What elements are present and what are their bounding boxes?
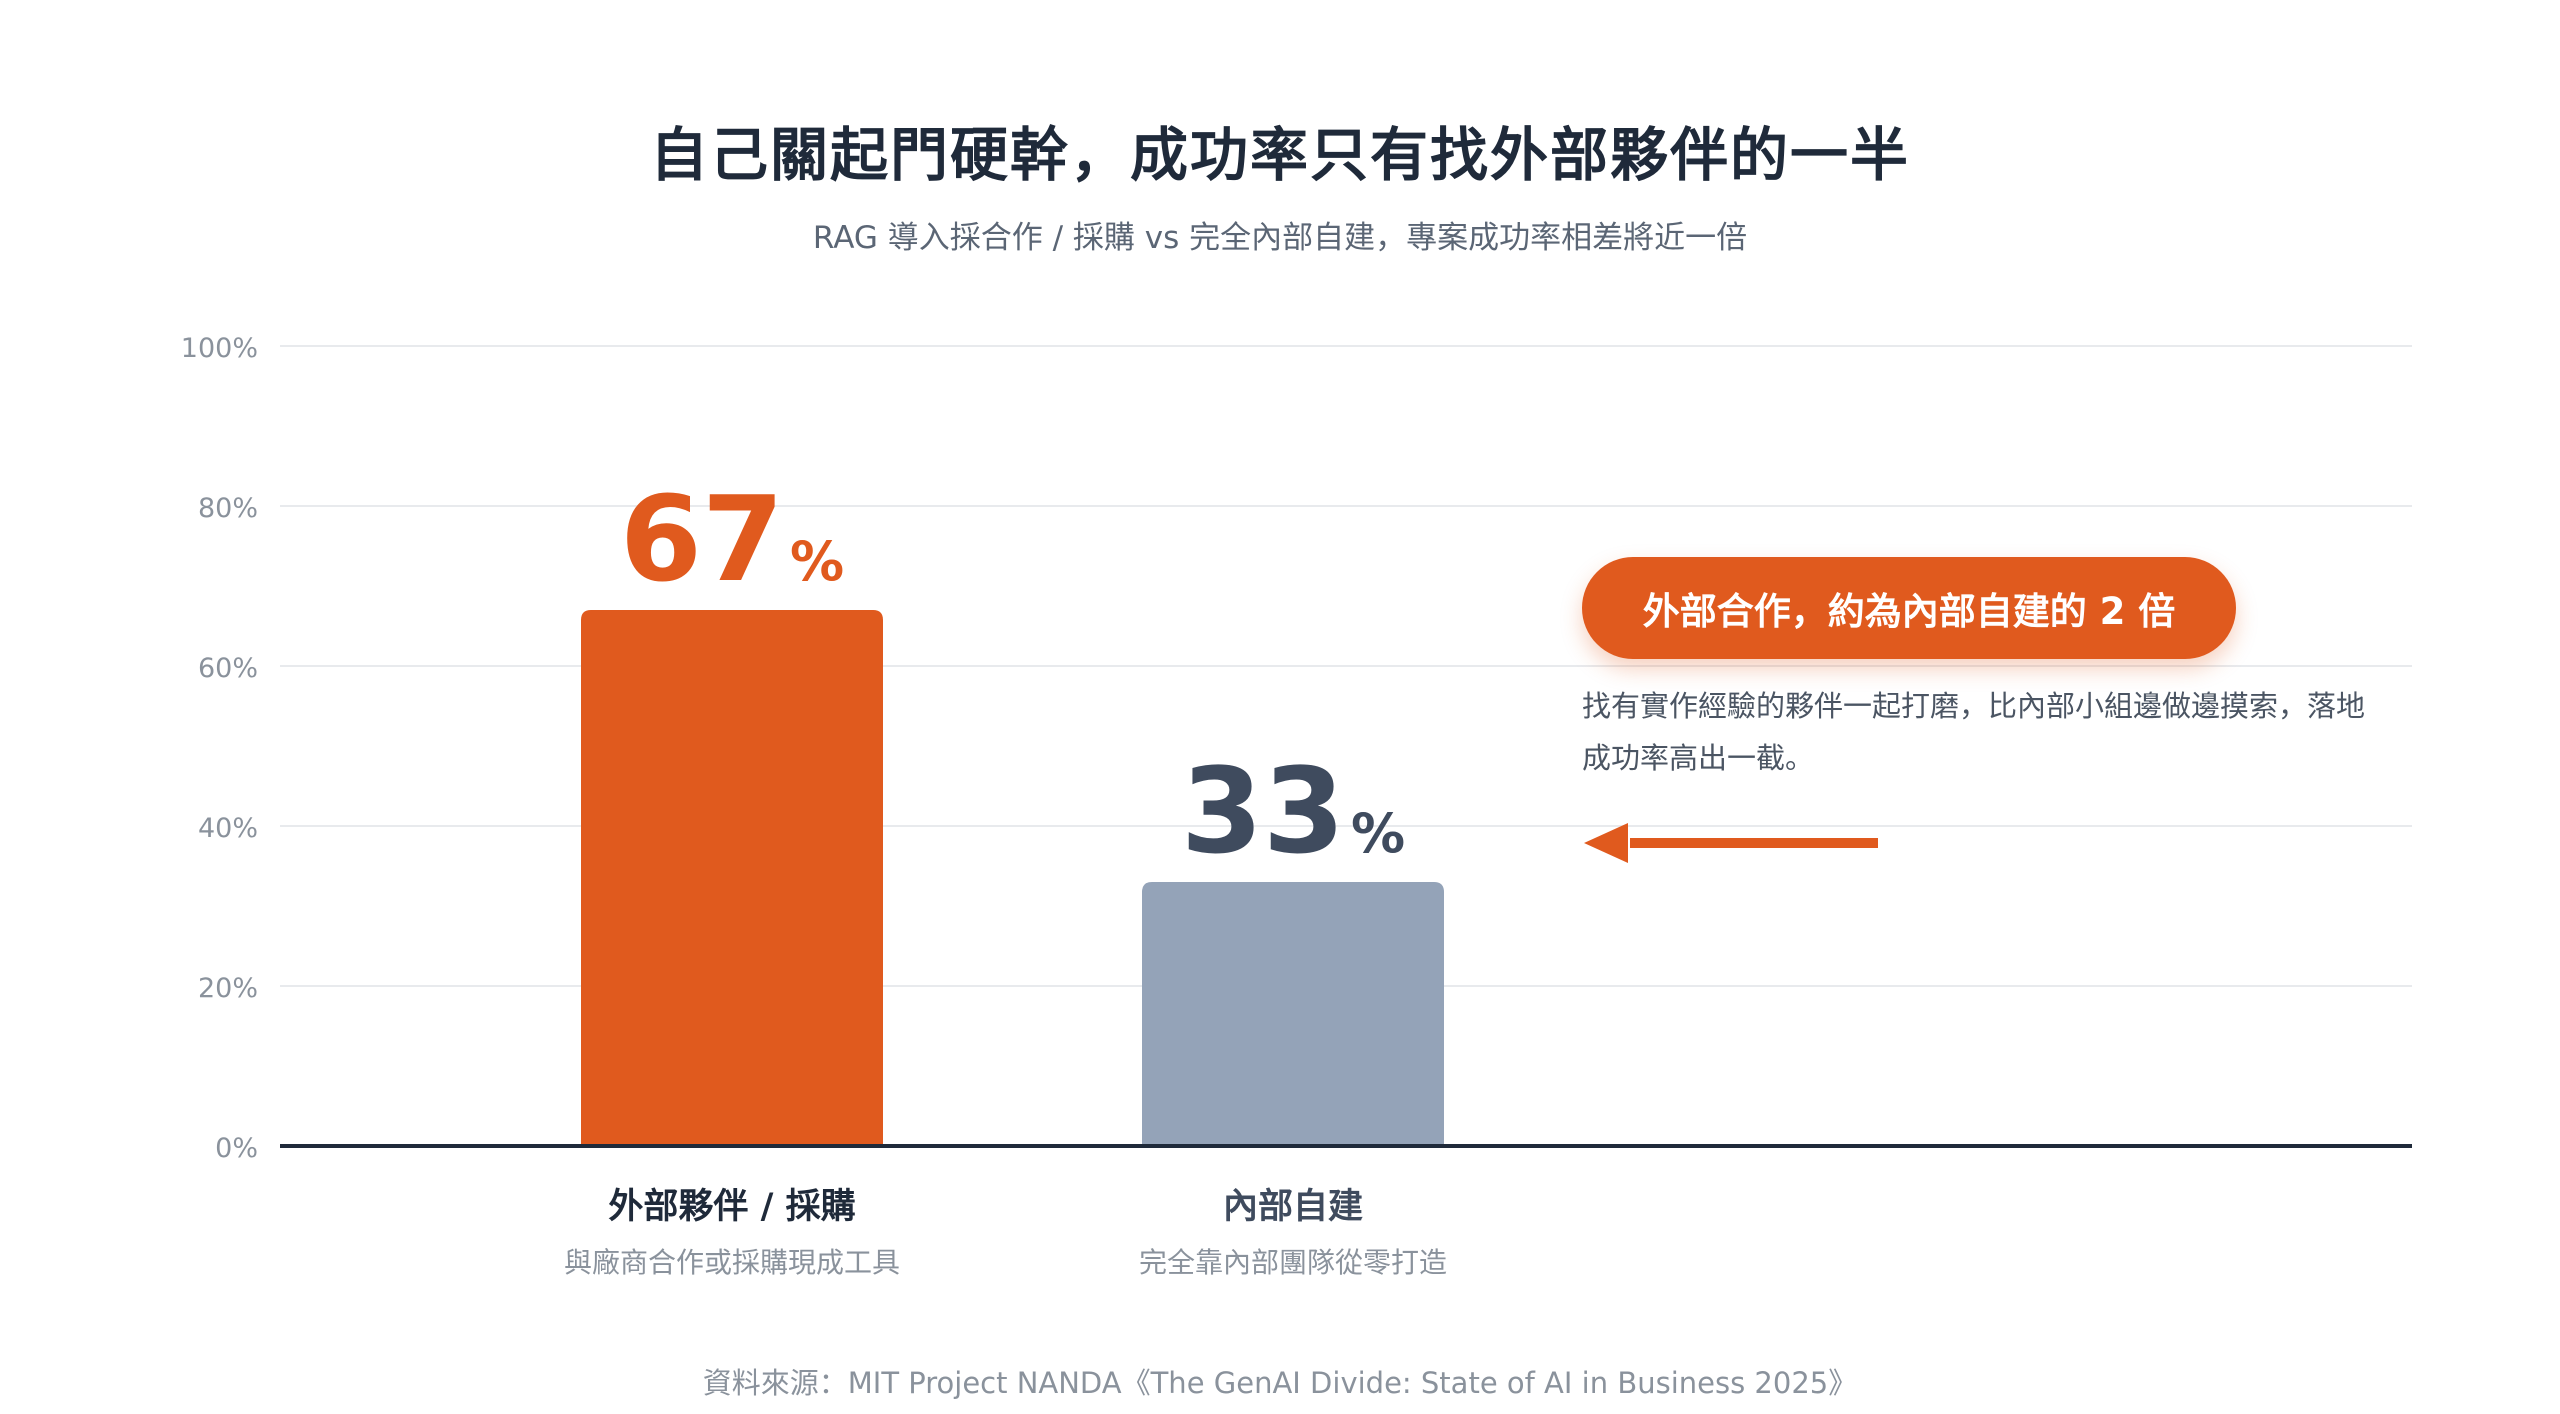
x-category-description: 與廠商合作或採購現成工具	[564, 1246, 900, 1279]
bar-value-label: 67%	[620, 470, 844, 608]
callout-description: 找有實作經驗的夥伴一起打磨，比內部小組邊做邊摸索，落地成功率高出一截。	[1582, 689, 2366, 775]
y-tick-label: 0%	[215, 1133, 258, 1164]
source-note: 資料來源：MIT Project NANDA《The GenAI Divide:…	[702, 1366, 1858, 1400]
y-tick-label: 20%	[198, 973, 258, 1004]
x-category-label: 外部夥伴 / 採購	[608, 1187, 855, 1227]
bar	[1142, 882, 1444, 1146]
y-tick-label: 40%	[198, 813, 258, 844]
callout-arrow-head	[1584, 823, 1628, 863]
bar	[581, 610, 883, 1146]
bar-value-label: 33%	[1181, 742, 1405, 880]
callout-badge: 外部合作，約為內部自建的 2 倍	[1582, 557, 2236, 659]
chart-subtitle: RAG 導入採合作 / 採購 vs 完全內部自建，專案成功率相差將近一倍	[812, 220, 1748, 256]
y-tick-label: 100%	[181, 333, 258, 364]
y-tick-label: 60%	[198, 653, 258, 684]
y-tick-label: 80%	[198, 493, 258, 524]
chart-title: 自己關起門硬幹，成功率只有找外部夥伴的一半	[649, 121, 1910, 189]
x-category-description: 完全靠內部團隊從零打造	[1139, 1246, 1447, 1279]
x-category-label: 內部自建	[1223, 1187, 1363, 1227]
